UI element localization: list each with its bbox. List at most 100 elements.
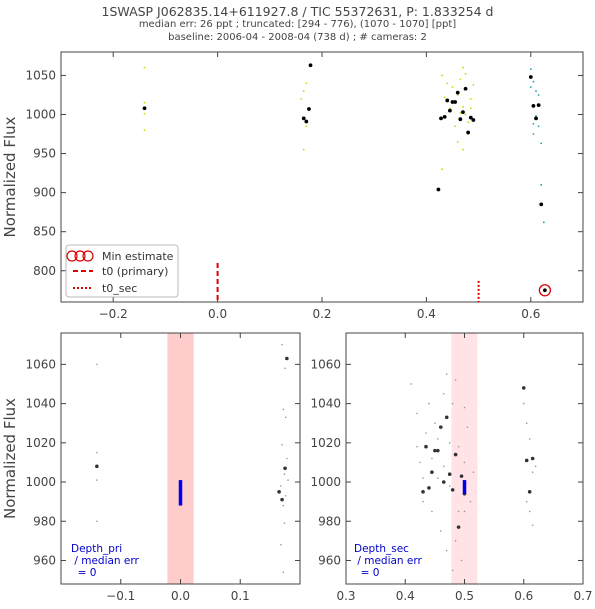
- raw-point-cam1: [456, 94, 459, 96]
- raw-point: [280, 485, 282, 487]
- raw-point: [282, 504, 285, 507]
- x-tick-label: 0.0: [171, 589, 190, 603]
- raw-point: [463, 461, 466, 464]
- raw-point: [534, 465, 537, 468]
- raw-point: [431, 457, 433, 460]
- raw-point: [422, 477, 424, 479]
- y-tick-label: 980: [33, 514, 56, 528]
- raw-point-cam1: [302, 148, 305, 151]
- figure-title-block: 1SWASP J062835.14+611927.8 / TIC 5537263…: [0, 4, 595, 44]
- binned-point: [534, 116, 538, 121]
- raw-point-cam1: [459, 112, 462, 114]
- y-tick-label: 950: [33, 147, 56, 161]
- binned-point: [142, 106, 147, 111]
- x-tick-label: 0.4: [417, 307, 436, 321]
- binned-point: [427, 486, 431, 490]
- raw-point: [531, 471, 534, 474]
- figure-subtitle-baseline: baseline: 2006-04 - 2008-04 (738 d) ; # …: [168, 31, 427, 43]
- binned-point: [463, 86, 468, 91]
- binned-point: [439, 116, 443, 121]
- binned-point: [421, 490, 425, 494]
- x-tick-label: −0.2: [99, 307, 128, 321]
- raw-point-cam1: [469, 97, 472, 100]
- y-tick-label: 850: [33, 225, 56, 239]
- raw-point: [528, 438, 531, 440]
- raw-point-cam1: [469, 107, 472, 110]
- raw-point-cam1: [467, 121, 470, 124]
- raw-point: [96, 363, 98, 366]
- raw-point-cam1: [462, 66, 464, 69]
- raw-point: [440, 530, 442, 532]
- raw-point-cam2: [540, 183, 543, 186]
- raw-point-cam2: [532, 133, 535, 135]
- binned-point: [447, 108, 452, 113]
- eclipse-window-band: [451, 333, 478, 584]
- binned-point: [528, 75, 533, 79]
- plot-area: [142, 63, 552, 302]
- binned-point: [301, 116, 306, 121]
- binned-point: [521, 386, 526, 390]
- raw-point: [457, 510, 460, 513]
- depth-annotation-line: = 0: [354, 567, 380, 579]
- raw-point: [445, 373, 448, 375]
- depth-annotation-line: = 0: [71, 567, 97, 579]
- raw-point: [416, 412, 418, 415]
- raw-point: [437, 477, 439, 479]
- binned-point: [307, 107, 311, 111]
- binned-point: [459, 474, 464, 478]
- y-tick-label: 1060: [25, 357, 56, 371]
- raw-point: [460, 559, 463, 562]
- raw-point: [445, 549, 448, 552]
- raw-point-cam2: [537, 94, 540, 96]
- y-tick-label: 800: [33, 264, 56, 278]
- y-tick-label: 1020: [310, 436, 341, 450]
- binned-point: [527, 490, 532, 494]
- binned-point: [450, 100, 455, 104]
- binned-point: [539, 202, 544, 207]
- raw-point-cam1: [143, 101, 146, 104]
- raw-point-cam1: [446, 82, 449, 85]
- raw-point: [282, 571, 285, 574]
- raw-point: [287, 479, 289, 481]
- y-tick-label: 980: [318, 514, 341, 528]
- legend-entry-label: t0_sec: [102, 282, 137, 295]
- raw-point: [96, 479, 98, 481]
- y-tick-label: 1000: [25, 475, 56, 489]
- binned-point: [536, 103, 541, 108]
- binned-point: [445, 98, 450, 103]
- legend-min-icon: [82, 250, 94, 262]
- raw-point: [283, 473, 286, 475]
- raw-point: [469, 500, 472, 503]
- legend-frame: [65, 244, 179, 298]
- raw-point: [431, 510, 433, 513]
- raw-point: [451, 569, 454, 572]
- raw-point: [416, 445, 418, 448]
- x-tick-label: 0.7: [573, 589, 592, 603]
- raw-point: [281, 343, 283, 346]
- raw-point: [454, 379, 457, 381]
- binned-point: [455, 90, 460, 95]
- raw-point: [442, 465, 445, 468]
- raw-point-cam2: [529, 86, 532, 89]
- raw-point-cam1: [143, 129, 146, 132]
- binned-point: [436, 448, 440, 453]
- y-tick-label: 1040: [25, 397, 56, 411]
- raw-point-cam1: [464, 72, 467, 75]
- raw-point-cam1: [459, 78, 462, 81]
- binned-point: [424, 444, 428, 449]
- raw-point-cam1: [443, 96, 446, 99]
- raw-point: [425, 432, 427, 434]
- binned-point: [430, 470, 434, 475]
- binned-point: [468, 115, 473, 120]
- binned-point: [436, 187, 441, 192]
- raw-point: [442, 392, 445, 395]
- binned-point: [461, 110, 465, 115]
- y-tick-label: 1000: [25, 108, 56, 122]
- legend-min-icon: [66, 250, 78, 262]
- raw-point-cam1: [302, 90, 305, 92]
- x-tick-label: 0.0: [208, 307, 227, 321]
- raw-point-cam1: [456, 140, 459, 143]
- raw-point-cam2: [540, 142, 543, 145]
- main-lightcurve-panel: −0.2 0.0 0.2 0.4 0.6 800 850 900 950 1000 1050 Norm…: [1, 51, 584, 321]
